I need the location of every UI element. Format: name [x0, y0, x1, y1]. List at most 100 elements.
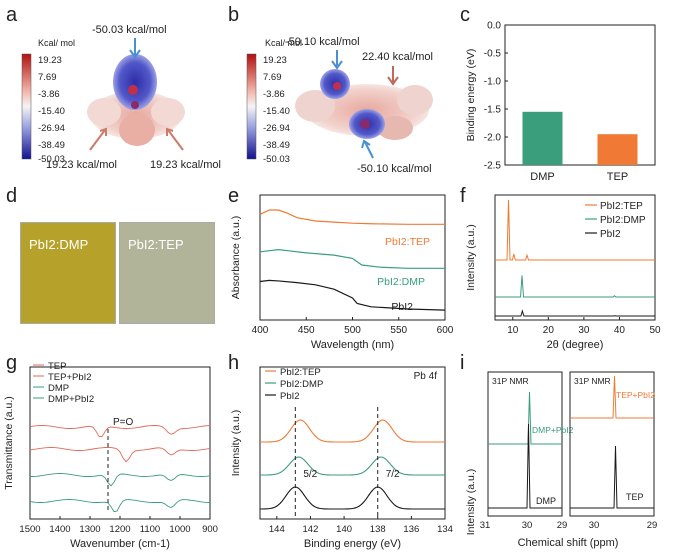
colorbar-tick: 7.69 — [263, 72, 282, 83]
x-tick-label: 1000 — [169, 524, 190, 535]
series-line — [570, 445, 654, 509]
x-tick-label: 50 — [649, 325, 661, 336]
y-axis-label: Intensity (a.u.) — [465, 224, 477, 291]
y-axis-label: Intensity (a.u.) — [230, 410, 242, 477]
panel-letter-f: f — [460, 185, 466, 207]
colorbar-tick: -15.40 — [263, 106, 290, 117]
x-tick-label: 1300 — [79, 524, 100, 535]
x-axis-label: Wavelength (nm) — [311, 339, 394, 351]
legend-label: TEP+PbI2 — [48, 372, 92, 383]
x-tick-label: 1100 — [140, 524, 160, 535]
colorbar-unit: Kcal/ mol — [38, 38, 75, 48]
nmr-right-frame — [569, 371, 655, 517]
x-tick-label: 144 — [269, 524, 285, 535]
panel-letter-e: e — [228, 185, 240, 207]
nmr-right-title: 31P NMR — [574, 376, 611, 386]
tick-label: 30 — [589, 520, 600, 531]
x-axis-label: Wavenumber (cm-1) — [70, 538, 170, 550]
y-tick-label: -2.5 — [484, 161, 502, 172]
legend-label: PbI2 — [280, 391, 300, 402]
panel-letter-g: g — [6, 352, 18, 374]
annotation-top-left: -50.10 kcal/mol — [285, 36, 360, 48]
y-axis-label: Absorbance (a.u.) — [230, 216, 242, 299]
arrow-icon — [364, 141, 374, 159]
nmr-right-label-top: TEP+PbI2 — [616, 390, 655, 400]
annotation-bottom: -50.10 kcal/mol — [357, 163, 432, 175]
panel-letter-c: c — [460, 4, 470, 26]
series-line — [260, 456, 445, 476]
colorbar-tick: -15.40 — [38, 106, 65, 117]
panel-letter-a: a — [6, 4, 18, 26]
x-tick-label: 40 — [614, 325, 626, 336]
x-tick-label: 136 — [403, 524, 419, 535]
negative-region — [113, 54, 157, 110]
x-axis-label: 2θ (degree) — [547, 339, 604, 351]
series-line — [29, 447, 211, 463]
x-tick-label: 134 — [437, 524, 453, 535]
x-tick-label: 1200 — [109, 524, 130, 535]
series-line — [495, 275, 655, 298]
panel-letter-h: h — [228, 352, 240, 374]
legend-label: PbI2:TEP — [280, 367, 321, 378]
annotation-label: P=O — [113, 417, 134, 428]
legend-label: PbI2:TEP — [600, 201, 643, 212]
film-label-tep: PbI2:TEP — [128, 237, 184, 252]
peak-label: 7/2 — [386, 469, 400, 480]
plot-frame — [504, 24, 656, 166]
panel-f-xrd-chart: 10 20 30 40 50 PbI2:TEP PbI2:DMP PbI2 2θ (degree… — [465, 194, 661, 351]
y-axis-label: Intensity (a.u.) — [465, 469, 477, 536]
y-tick-label: -1.5 — [484, 105, 502, 116]
colorbar-tick: -50.03 — [263, 154, 290, 165]
colorbar-tick: -50.03 — [38, 154, 65, 165]
legend-label: PbI2:DMP — [280, 379, 323, 390]
tick-label: 29 — [557, 520, 568, 531]
y-tick-label: -1.0 — [484, 77, 502, 88]
x-tick-label: 142 — [303, 524, 319, 535]
y-tick-label: -2.0 — [484, 133, 502, 144]
chart-annotation: Pb 4f — [414, 371, 438, 382]
x-tick-label: 600 — [437, 325, 454, 336]
x-tick-label: 20 — [543, 325, 555, 336]
panel-letter-b: b — [228, 4, 240, 26]
arrow-icon — [167, 129, 184, 151]
colorbar-tick: -38.49 — [38, 140, 65, 151]
colorbar — [246, 53, 257, 160]
series-line — [488, 391, 562, 445]
x-tick-label: 900 — [202, 524, 218, 535]
series-line — [260, 486, 445, 510]
x-axis-label: Binding energy (eV) — [304, 538, 401, 550]
panel-g-ftir-chart: 1500 1400 1300 1200 1100 1000 900TEPTEP+PbI2DM… — [3, 361, 218, 550]
legend-label: PbI2:DMP — [600, 215, 646, 226]
panel-letter-i: i — [460, 352, 465, 374]
nmr-left-label-top: DMP+PbI2 — [532, 425, 574, 435]
series-line — [495, 309, 655, 317]
x-tick-label: 550 — [390, 325, 407, 336]
colorbar-unit: Kcal/ mol — [265, 38, 302, 48]
panel-c-bar-chart: 0.0 -0.5 -1.0 -1.5 -2.0 -2.5 DMP TEP Binding ene… — [465, 21, 656, 183]
tick-label: 31 — [480, 520, 491, 531]
panel-e-absorbance-chart: 400 450 500 550 600 PbI2:TEP PbI2:DMP PbI2 Wavel… — [230, 194, 454, 351]
colorbar-tick: 7.69 — [38, 72, 57, 83]
x-tick-label: DMP — [530, 171, 554, 183]
film-photo-tep: PbI2:TEP — [119, 222, 215, 324]
bar-dmp — [522, 111, 563, 165]
colorbar-tick: -26.94 — [38, 123, 65, 134]
film-label-dmp: PbI2:DMP — [29, 237, 89, 252]
nmr-left-title: 31P NMR — [492, 376, 529, 386]
series-line — [29, 499, 211, 513]
y-axis-label: Transmittance (a.u.) — [3, 396, 15, 490]
series-line — [495, 199, 655, 261]
x-tick-label: 500 — [344, 325, 361, 336]
annotation-top-right: 22.40 kcal/mol — [362, 51, 433, 63]
series-line — [488, 423, 562, 509]
series-label: PbI2:TEP — [385, 236, 430, 248]
panel-letter-d: d — [6, 185, 18, 207]
panel-a-esp-map: Kcal/ mol 19.23 7.69 -3.86 -15.40 -26.94… — [21, 24, 221, 171]
y-axis-label: Binding energy (eV) — [465, 49, 477, 142]
series-line — [259, 209, 445, 225]
series-line — [570, 375, 654, 419]
colorbar-tick: -38.49 — [263, 140, 290, 151]
x-tick-label: 10 — [507, 325, 519, 336]
series-line — [30, 473, 211, 487]
panel-b-esp-map: Kcal/ mol 19.23 7.69 -3.86 -15.40 -26.94… — [246, 36, 433, 175]
